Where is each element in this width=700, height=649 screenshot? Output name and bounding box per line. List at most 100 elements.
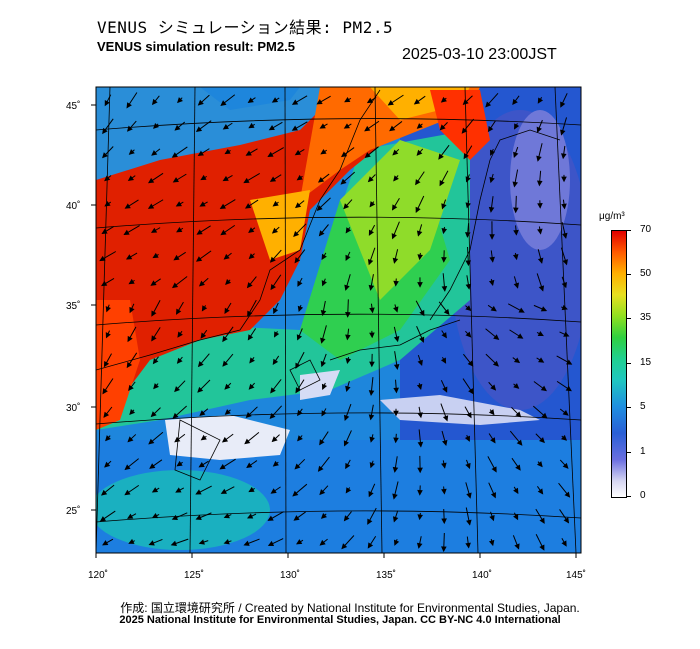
wind-arrow-head bbox=[417, 359, 423, 366]
wind-arrow-head bbox=[294, 149, 301, 156]
wind-arrow-head bbox=[413, 98, 421, 105]
wind-arrow-head bbox=[466, 492, 472, 499]
wind-arrow-head bbox=[101, 489, 108, 496]
wind-arrow-head bbox=[147, 177, 155, 184]
wind-arrow-head bbox=[565, 385, 572, 392]
wind-arrow-head bbox=[536, 180, 543, 187]
wind-arrow-head bbox=[563, 517, 570, 524]
wind-arrow-head bbox=[417, 254, 423, 261]
wind-arrow-head bbox=[245, 412, 252, 418]
wind-arrow-head bbox=[200, 332, 207, 339]
concentration-field bbox=[96, 87, 581, 553]
wind-arrow-head bbox=[152, 358, 159, 365]
wind-arrow-head bbox=[270, 283, 276, 291]
lat-tick: 40˚ bbox=[66, 200, 80, 212]
colorbar bbox=[611, 230, 627, 498]
wind-arrow-head bbox=[148, 438, 155, 445]
wind-arrow-head bbox=[489, 256, 495, 263]
wind-arrow-head bbox=[345, 385, 351, 392]
wind-arrow-head bbox=[536, 461, 543, 468]
wind-arrow-head bbox=[417, 441, 424, 448]
wind-arrow-head bbox=[541, 412, 548, 419]
wind-arrow-head bbox=[174, 124, 181, 131]
wind-arrow-head bbox=[128, 149, 135, 155]
wind-arrow-head bbox=[195, 256, 203, 262]
wind-arrow-head bbox=[199, 201, 206, 207]
wind-arrow-head bbox=[292, 490, 299, 497]
wind-arrow-head bbox=[103, 411, 110, 418]
wind-arrow-head bbox=[176, 357, 183, 364]
wind-arrow-head bbox=[512, 98, 518, 106]
wind-arrow-head bbox=[175, 201, 182, 207]
wind-arrow-head bbox=[151, 98, 158, 106]
wind-arrow-head bbox=[297, 305, 304, 313]
wind-arrow-head bbox=[220, 229, 227, 236]
wind-arrow-head bbox=[271, 97, 279, 103]
wind-arrow-head bbox=[537, 203, 543, 209]
wind-arrow-head bbox=[563, 331, 570, 337]
wind-arrow-head bbox=[273, 307, 279, 315]
wind-arrow-head bbox=[222, 360, 229, 367]
wind-arrow-head bbox=[128, 278, 135, 285]
wind-arrow-head bbox=[345, 334, 351, 341]
wind-arrow-head bbox=[465, 462, 471, 470]
wind-arrow-head bbox=[320, 148, 327, 155]
wind-arrow-head bbox=[441, 203, 447, 210]
wind-arrow-head bbox=[343, 203, 350, 210]
wind-arrow-head bbox=[488, 206, 495, 213]
wind-arrow-head bbox=[539, 437, 545, 444]
wind-arrow-head bbox=[101, 280, 108, 287]
wind-arrow-head bbox=[151, 487, 159, 493]
wind-arrow-head bbox=[513, 229, 519, 236]
wind-arrow-head bbox=[514, 123, 520, 130]
wind-arrow-head bbox=[439, 179, 445, 187]
wind-arrow-head bbox=[391, 204, 398, 211]
wind-arrow-head bbox=[392, 257, 399, 264]
wind-arrow-head bbox=[248, 486, 255, 493]
colorbar-label: 15 bbox=[640, 357, 652, 368]
wind-arrow-head bbox=[438, 153, 444, 160]
wind-arrow-head bbox=[174, 436, 181, 443]
wind-arrow-head bbox=[464, 435, 470, 442]
wind-arrow-head bbox=[269, 412, 276, 420]
wind-arrow-head bbox=[317, 465, 324, 472]
wind-arrow-head bbox=[176, 460, 183, 467]
wind-arrow-head bbox=[417, 489, 423, 496]
wind-arrow-head bbox=[125, 254, 133, 260]
wind-arrow-head bbox=[195, 489, 202, 495]
wind-arrow-head bbox=[488, 539, 495, 547]
lon-tick: 145˚ bbox=[566, 569, 586, 581]
wind-arrow-head bbox=[561, 176, 567, 183]
wind-arrow-head bbox=[415, 206, 421, 214]
wind-arrow-head bbox=[101, 228, 108, 235]
wind-arrow-head bbox=[198, 462, 205, 468]
wind-arrow-head bbox=[153, 122, 160, 129]
wind-arrow-head bbox=[247, 334, 254, 341]
wind-arrow-head bbox=[296, 539, 303, 545]
lon-tick: 140˚ bbox=[472, 569, 492, 581]
wind-arrow-head bbox=[175, 487, 182, 493]
wind-arrow-head bbox=[465, 260, 472, 267]
lon-tick: 135˚ bbox=[376, 569, 396, 581]
wind-arrow-head bbox=[344, 96, 351, 103]
wind-arrow-head bbox=[537, 228, 543, 235]
wind-arrow-head bbox=[467, 360, 474, 367]
wind-arrow-head bbox=[537, 488, 544, 495]
wind-arrow-head bbox=[463, 153, 469, 160]
wind-arrow-head bbox=[102, 127, 108, 135]
colorbar-label: 1 bbox=[640, 446, 646, 457]
wind-arrow-head bbox=[244, 203, 252, 209]
wind-arrow-head bbox=[198, 539, 205, 545]
wind-arrow-head bbox=[487, 125, 494, 133]
wind-arrow-head bbox=[196, 229, 203, 235]
title-japanese: VENUS シミュレーション結果: PM2.5 bbox=[97, 18, 394, 37]
wind-arrow-head bbox=[127, 436, 134, 443]
wind-arrow-head bbox=[442, 415, 449, 422]
wind-arrow-head bbox=[177, 331, 183, 338]
wind-arrow-head bbox=[124, 489, 131, 496]
wind-arrow-head bbox=[468, 388, 474, 395]
wind-arrow-head bbox=[297, 409, 303, 417]
wind-arrow-head bbox=[269, 256, 276, 263]
wind-arrow-head bbox=[442, 439, 448, 447]
wind-arrow-head bbox=[222, 335, 228, 343]
